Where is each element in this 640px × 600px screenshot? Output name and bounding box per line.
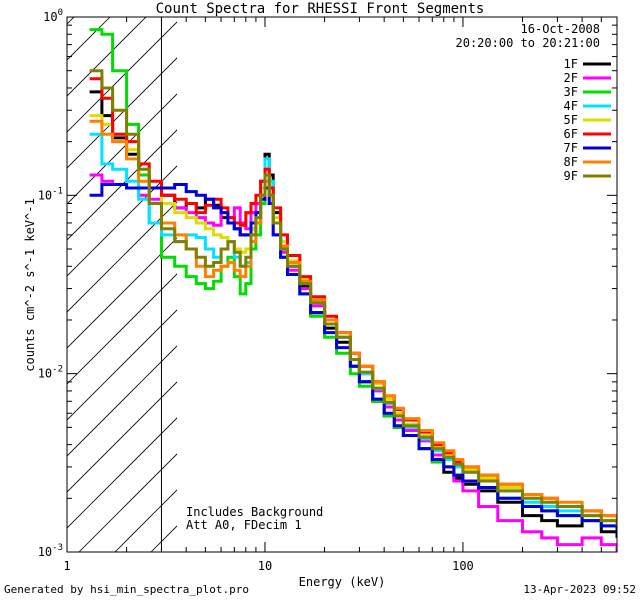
legend-label-6F: 6F: [564, 127, 578, 141]
legend-label-7F: 7F: [564, 141, 578, 155]
plot-timestamp: 13-Apr-2023 09:52: [523, 583, 636, 596]
x-tick-label: 10: [258, 559, 272, 573]
hatch-line: [67, 17, 75, 25]
legend-label-5F: 5F: [564, 113, 578, 127]
y-tick-label: 10-2: [38, 365, 63, 381]
time-range-label: 20:20:00 to 20:21:00: [456, 36, 601, 50]
hatch-line: [0, 0, 103, 552]
hatch-line: [67, 21, 177, 133]
hatch-line: [67, 17, 111, 61]
hatch-line: [67, 201, 177, 313]
chart-title: Count Spectra for RHESSI Front Segments: [155, 1, 485, 17]
series-5F-line: [89, 114, 617, 526]
generated-by-note: Generated by hsi_min_spectra_plot.pro: [4, 583, 250, 596]
x-tick-label: 100: [452, 559, 474, 573]
hatch-line: [67, 17, 147, 97]
y-tick-label: 10-3: [38, 543, 63, 559]
legend-label-4F: 4F: [564, 99, 578, 113]
series-1F-line: [89, 90, 617, 538]
series-8F-line: [89, 119, 617, 521]
hatch-line: [67, 381, 177, 493]
hatch-line: [78, 453, 177, 552]
hatch-line: [259, 0, 640, 552]
series-9F-line: [89, 69, 617, 526]
series-6F-line: [89, 77, 617, 521]
plot-frame: [66, 16, 618, 553]
legend-label-2F: 2F: [564, 71, 578, 85]
date-label: 16-Oct-2008: [521, 22, 600, 36]
hatch-line: [67, 165, 177, 277]
hatch-line: [67, 345, 177, 457]
legend-label-9F: 9F: [564, 169, 578, 183]
annotation-line: Includes Background: [186, 505, 323, 519]
hatch-line: [67, 93, 177, 205]
x-tick-label: 1: [63, 559, 70, 573]
legend-label-1F: 1F: [564, 57, 578, 71]
y-tick-label: 100: [43, 8, 63, 24]
hatch-line: [67, 237, 177, 349]
legend-label-3F: 3F: [564, 85, 578, 99]
series-3F-line: [89, 28, 617, 532]
legend-label-8F: 8F: [564, 155, 578, 169]
excluded-region-hatch: [0, 0, 640, 552]
hatch-line: [67, 417, 177, 529]
y-axis-label: counts cm^-2 s^-1 keV^-1: [23, 198, 37, 371]
y-tick-label: 10-1: [38, 186, 63, 202]
series-4F-line: [89, 132, 617, 526]
annotation-line: Att A0, FDecim 1: [186, 518, 302, 532]
x-axis-label: Energy (keV): [299, 575, 386, 589]
